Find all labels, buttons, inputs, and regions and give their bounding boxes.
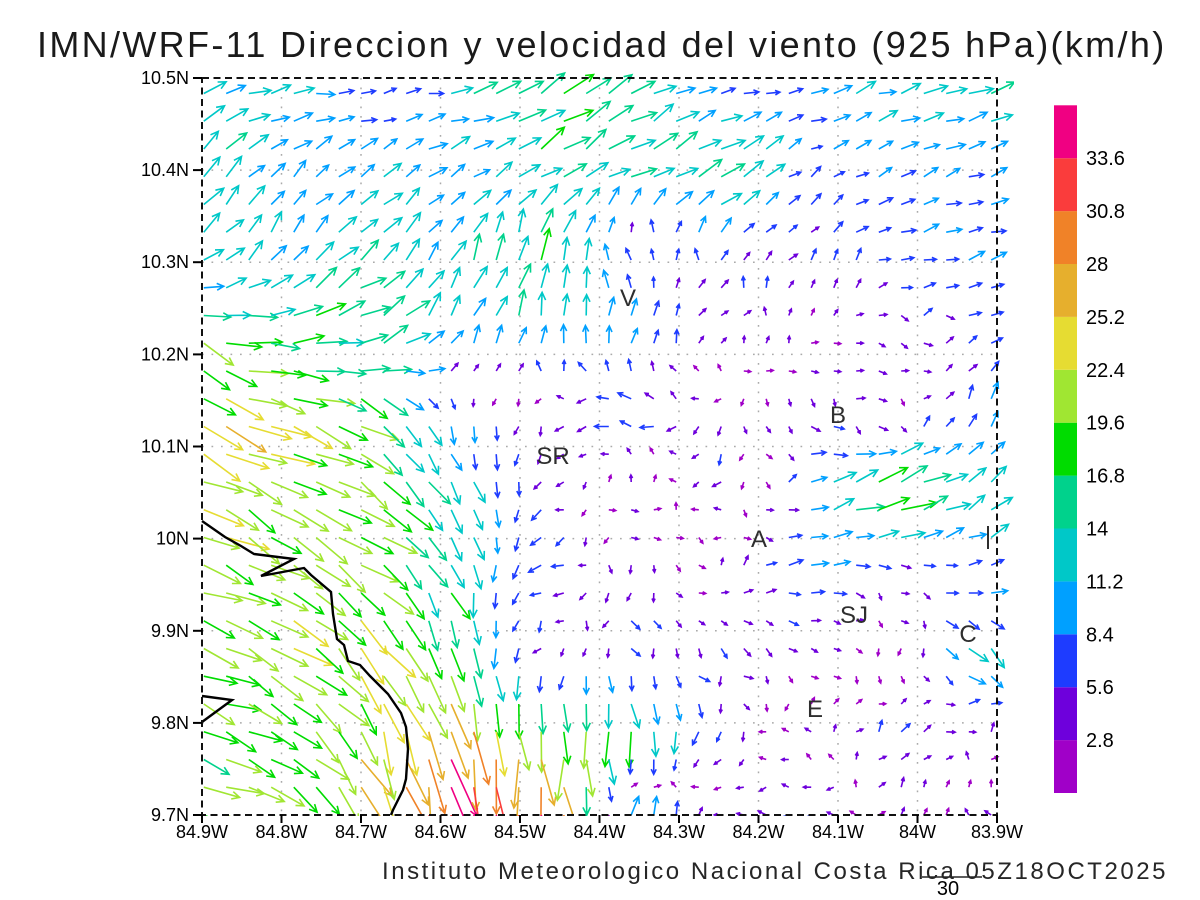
svg-text:SJ: SJ [840,602,868,629]
svg-text:19.6: 19.6 [1086,413,1125,435]
svg-text:83.9W: 83.9W [971,822,1023,842]
svg-text:84.6W: 84.6W [414,822,466,842]
svg-text:2.8: 2.8 [1086,730,1114,752]
svg-text:B: B [830,402,846,429]
svg-text:10.5N: 10.5N [141,68,189,88]
svg-text:5.6: 5.6 [1086,677,1114,699]
svg-text:10N: 10N [156,529,189,549]
svg-text:25.2: 25.2 [1086,307,1125,329]
svg-text:11.2: 11.2 [1086,571,1123,593]
svg-text:14: 14 [1086,519,1108,541]
svg-text:16.8: 16.8 [1086,466,1125,488]
svg-text:84.5W: 84.5W [494,822,546,842]
svg-text:84.3W: 84.3W [653,822,705,842]
svg-text:8.4: 8.4 [1086,624,1114,646]
svg-text:84.2W: 84.2W [732,822,784,842]
svg-text:10.2N: 10.2N [141,344,189,364]
svg-text:22.4: 22.4 [1086,360,1125,382]
svg-text:9.7N: 9.7N [151,805,189,825]
svg-text:10.1N: 10.1N [141,437,189,457]
svg-text:Instituto Meteorologico Nacion: Instituto Meteorologico Nacional Costa R… [382,858,1166,885]
svg-text:30: 30 [937,878,959,900]
svg-text:A: A [751,526,767,553]
svg-text:IMN/WRF-11 Direccion y velocid: IMN/WRF-11 Direccion y velocidad del vie… [37,24,1165,65]
svg-text:33.6: 33.6 [1086,148,1125,170]
svg-text:E: E [807,696,823,723]
svg-text:84.1W: 84.1W [812,822,864,842]
svg-text:84W: 84W [899,822,936,842]
svg-text:10.3N: 10.3N [141,252,189,272]
svg-text:84.4W: 84.4W [573,822,625,842]
svg-text:28: 28 [1086,254,1108,276]
svg-text:84.8W: 84.8W [255,822,307,842]
svg-text:V: V [620,285,636,312]
svg-text:C: C [959,621,976,648]
svg-text:30.8: 30.8 [1086,201,1125,223]
svg-text:SR: SR [536,443,569,470]
svg-text:84.7W: 84.7W [335,822,387,842]
svg-text:10.4N: 10.4N [141,160,189,180]
svg-text:84.9W: 84.9W [176,822,228,842]
svg-text:9.8N: 9.8N [151,713,189,733]
svg-text:9.9N: 9.9N [151,621,189,641]
